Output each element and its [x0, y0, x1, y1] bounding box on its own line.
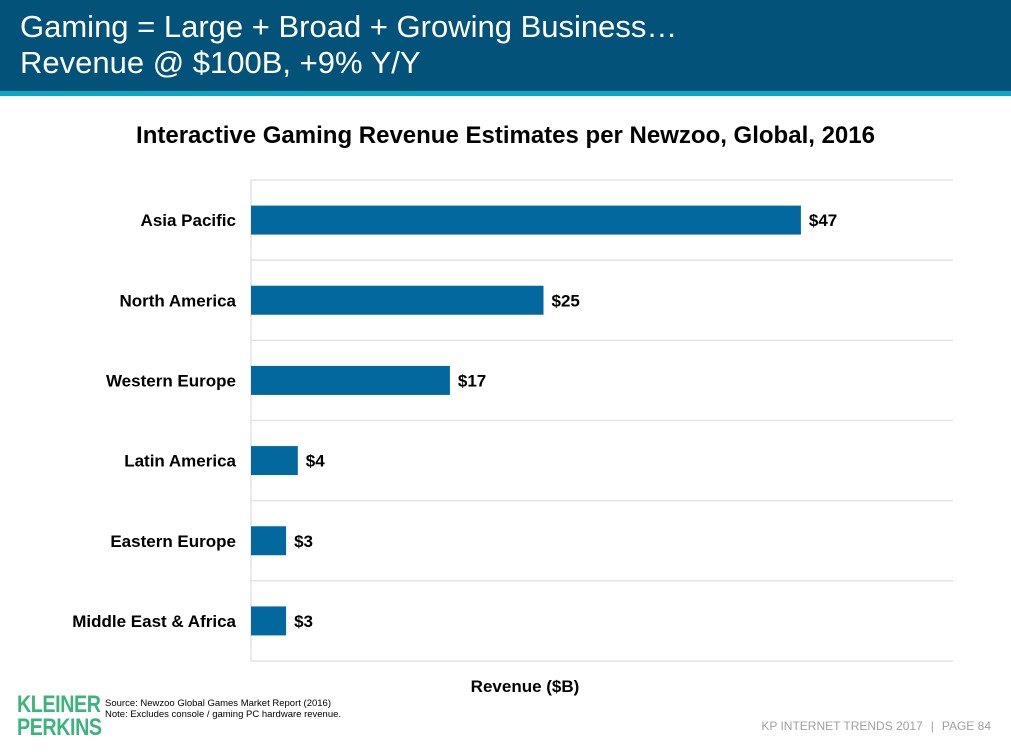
bar [251, 526, 287, 556]
page-number: PAGE 84 [941, 719, 991, 733]
category-label: Middle East & Africa [72, 612, 236, 631]
category-labels: Asia Pacific North America Western Europe L… [72, 211, 236, 631]
category-label: Asia Pacific [141, 211, 236, 230]
data-label: $47 [809, 211, 837, 230]
gridlines [250, 179, 953, 662]
bar [251, 285, 544, 315]
slide-title-line-1: Gaming = Large + Broad + Growing Busines… [20, 9, 678, 44]
category-label: Western Europe [106, 371, 236, 390]
data-label: $25 [552, 291, 580, 310]
slide-header [0, 0, 1011, 91]
report-name: KP INTERNET TRENDS 2017 [761, 719, 923, 733]
data-label: $4 [306, 452, 325, 471]
kleiner-perkins-logo: KLEINER PERKINS [17, 691, 102, 741]
data-label: $3 [294, 532, 313, 551]
page-footer: KP INTERNET TRENDS 2017 | PAGE 84 [761, 719, 991, 733]
footer-separator: | [930, 719, 934, 733]
category-label: Latin America [124, 452, 236, 471]
note-text: Note: Excludes console / gaming PC hardw… [105, 709, 342, 720]
source-text: Source: Newzoo Global Games Market Repor… [105, 698, 331, 709]
slide-title-line-2: Revenue @ $100B, +9% Y/Y [20, 45, 421, 80]
bar [251, 365, 450, 395]
bars [251, 205, 801, 636]
logo-line-2: PERKINS [17, 714, 102, 741]
chart-title: Interactive Gaming Revenue Estimates per… [136, 122, 875, 149]
data-label: $3 [294, 612, 313, 631]
category-label: Eastern Europe [110, 532, 236, 551]
bar [251, 446, 298, 476]
header-accent-stripe [0, 91, 1011, 96]
data-label: $17 [458, 371, 486, 390]
value-labels: $47 $25 $17 $4 $3 $3 [294, 211, 837, 631]
x-axis-label: Revenue ($B) [470, 677, 580, 696]
source-note: Source: Newzoo Global Games Market Repor… [105, 698, 341, 720]
bar [251, 606, 287, 636]
category-label: North America [119, 291, 236, 310]
logo-line-1: KLEINER [17, 691, 101, 718]
bar [251, 205, 801, 235]
